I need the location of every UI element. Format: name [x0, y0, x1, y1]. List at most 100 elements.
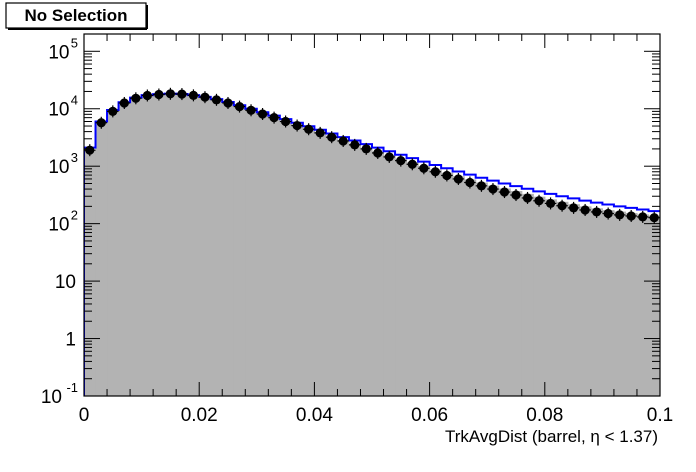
histogram-bar	[441, 172, 454, 396]
x-tick-label: 0.04	[296, 405, 333, 426]
data-point	[130, 92, 142, 105]
data-point	[602, 207, 614, 220]
histogram-bar	[153, 94, 166, 396]
data-point-marker	[557, 201, 567, 211]
data-point	[441, 169, 453, 182]
x-tick-label: 0.08	[526, 405, 563, 426]
histogram-bar	[268, 117, 281, 396]
data-point	[475, 179, 488, 192]
y-tick-label-exponent: 2	[71, 208, 78, 223]
data-point	[256, 108, 269, 121]
histogram-bar	[95, 123, 108, 396]
data-point-marker	[154, 89, 164, 100]
histogram-bar	[533, 196, 546, 396]
histogram-bar	[372, 151, 385, 396]
data-point	[245, 104, 257, 117]
data-point-marker	[419, 163, 429, 173]
histogram-bar	[579, 206, 592, 396]
histogram-bar	[383, 155, 396, 396]
histogram-bar	[210, 99, 223, 396]
y-tick-label: 10	[55, 272, 76, 293]
x-tick-label: 0.02	[181, 405, 218, 426]
data-point-marker	[211, 95, 222, 105]
histogram-bar	[487, 185, 500, 396]
histogram-bar	[625, 213, 638, 396]
histogram-bar	[418, 165, 431, 396]
data-point-marker	[361, 144, 371, 154]
data-point	[360, 142, 372, 155]
data-point	[418, 162, 430, 175]
histogram-bar	[452, 176, 465, 396]
data-point	[302, 123, 315, 136]
x-tick-label: 0	[79, 405, 90, 426]
data-point-marker	[465, 177, 475, 188]
plot-content	[84, 87, 660, 396]
data-point	[498, 186, 511, 199]
data-point-marker	[396, 156, 406, 166]
y-tick-label: 10	[48, 215, 69, 236]
data-point	[395, 154, 407, 167]
data-point-marker	[177, 89, 187, 99]
data-point	[118, 96, 131, 109]
histogram-bar	[107, 111, 120, 396]
data-point	[464, 176, 476, 189]
histogram-bar	[187, 95, 200, 396]
histogram-bar	[406, 162, 419, 396]
data-point	[279, 115, 292, 128]
chart-title: No Selection	[25, 6, 128, 25]
histogram-bar	[279, 121, 292, 396]
data-point-marker	[580, 205, 590, 215]
data-point	[268, 111, 280, 124]
data-point	[636, 210, 649, 223]
data-point-marker	[292, 120, 302, 131]
y-tick-label-exponent: 3	[71, 150, 78, 165]
histogram-bar	[233, 106, 246, 396]
histogram-bar	[130, 98, 143, 396]
data-point	[406, 158, 419, 171]
histogram-bar	[602, 210, 615, 396]
data-point-marker	[234, 101, 245, 112]
data-point	[141, 89, 154, 102]
histogram-bar	[498, 188, 511, 396]
y-tick-label-exponent: 5	[71, 35, 78, 50]
data-point	[164, 87, 177, 100]
data-point-marker	[119, 98, 129, 108]
plot-area	[84, 87, 660, 396]
data-point	[556, 199, 568, 212]
data-point	[429, 165, 442, 178]
data-point-marker	[384, 152, 394, 162]
data-point	[176, 88, 188, 101]
data-point	[590, 205, 603, 218]
histogram-bar	[256, 113, 269, 396]
data-point	[544, 197, 557, 210]
data-point	[291, 119, 303, 132]
histogram-bar	[291, 125, 304, 396]
plot-border	[83, 33, 661, 397]
data-point-marker	[281, 116, 291, 127]
data-point-marker	[534, 196, 544, 206]
data-point-marker	[165, 89, 175, 99]
data-point-marker	[615, 210, 625, 220]
data-point	[325, 131, 338, 144]
histogram-bar	[613, 211, 627, 396]
data-point-marker	[522, 193, 533, 203]
data-point	[452, 172, 465, 185]
data-point	[487, 183, 499, 196]
data-point-marker	[649, 213, 659, 223]
data-point-marker	[373, 148, 383, 158]
data-point	[153, 88, 165, 101]
histogram-bar	[348, 143, 362, 396]
data-point	[567, 201, 580, 214]
data-point-marker	[327, 132, 337, 142]
histogram-bar	[314, 132, 327, 396]
y-tick-label: 10	[48, 42, 69, 63]
data-point-marker	[338, 136, 348, 146]
histogram-bar	[556, 201, 569, 396]
data-point-marker	[188, 90, 199, 100]
data-point	[222, 96, 234, 109]
histogram-bar	[222, 102, 235, 396]
data-point-marker	[257, 109, 268, 119]
histogram-bar	[648, 215, 660, 396]
data-point-marker	[200, 92, 210, 102]
